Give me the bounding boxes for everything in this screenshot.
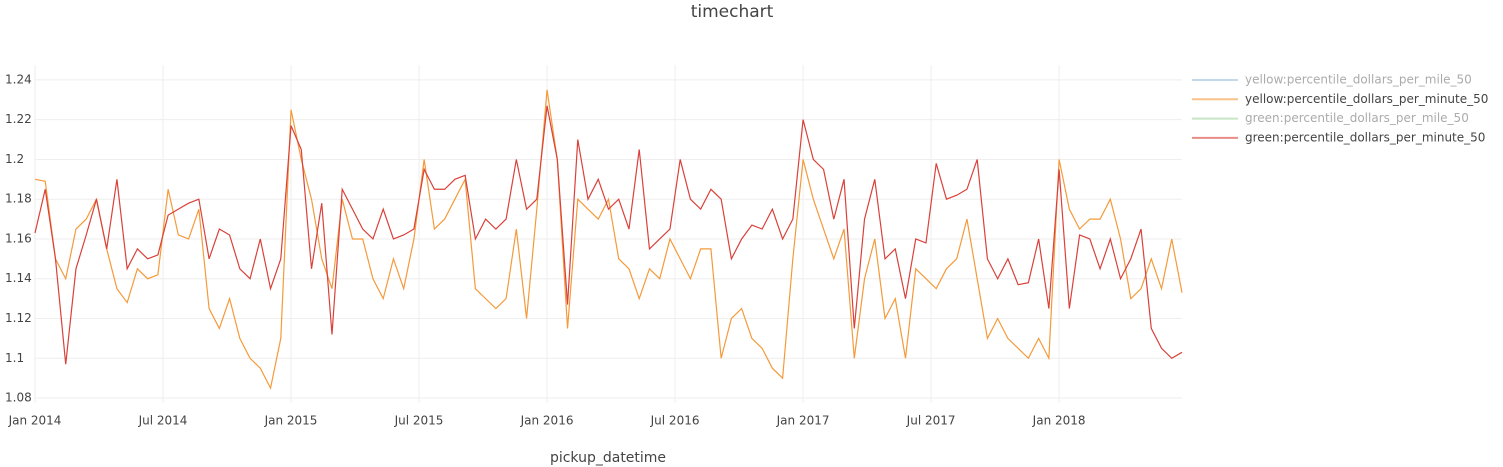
y-tick-label: 1.24 [5,72,32,86]
x-tick-label: Jan 2018 [1032,414,1086,428]
legend-label[interactable]: yellow:percentile_dollars_per_mile_50 [1245,73,1472,87]
y-tick-label: 1.08 [5,391,32,405]
y-tick-label: 1.12 [5,311,32,325]
y-tick-label: 1.18 [5,192,32,206]
y-tick-label: 1.16 [5,231,32,245]
series-line [34,105,1183,365]
x-tick-label: Jan 2017 [776,414,830,428]
x-tick-label: Jul 2015 [394,414,444,428]
chart-title: timechart [691,2,774,22]
x-tick-label: Jul 2017 [906,414,956,428]
y-tick-label: 1.1 [5,351,24,365]
y-tick-label: 1.22 [5,112,32,126]
y-tick-label: 1.2 [5,152,24,166]
legend-label[interactable]: green:percentile_dollars_per_minute_50 [1245,130,1485,144]
x-tick-label: Jan 2014 [8,414,62,428]
y-tick-label: 1.14 [5,271,32,285]
x-tick-label: Jul 2014 [138,414,188,428]
series-line [34,89,1183,390]
x-axis-title: pickup_datetime [550,450,666,466]
x-tick-label: Jan 2016 [520,414,574,428]
x-tick-label: Jan 2015 [264,414,318,428]
legend-label[interactable]: green:percentile_dollars_per_mile_50 [1245,111,1469,125]
x-tick-label: Jul 2016 [650,414,700,428]
legend-label[interactable]: yellow:percentile_dollars_per_minute_50 [1245,92,1488,106]
